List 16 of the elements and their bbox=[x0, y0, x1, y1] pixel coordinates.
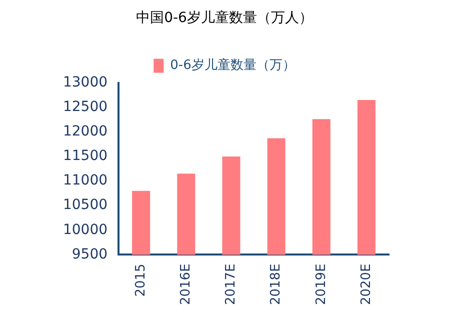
x-tick-label: 2018E bbox=[268, 264, 284, 306]
x-tick-label: 2020E bbox=[358, 264, 374, 306]
x-tick-label: 2019E bbox=[314, 264, 329, 306]
y-tick-label: 13000 bbox=[62, 74, 108, 90]
y-tick-label: 9500 bbox=[72, 246, 108, 262]
y-tick-label: 11000 bbox=[62, 172, 108, 189]
x-tick-label: 2015 bbox=[133, 264, 148, 297]
y-tick-label: 12000 bbox=[62, 124, 108, 140]
x-tick-label: 2017E bbox=[224, 264, 239, 306]
chart-title: 中国0-6岁儿童数量（万人） bbox=[136, 10, 313, 26]
legend-label: 0-6岁儿童数量（万） bbox=[170, 57, 296, 74]
y-tick-label: 11500 bbox=[62, 148, 108, 164]
x-tick-label: 2016E bbox=[178, 264, 194, 306]
y-tick-label: 12500 bbox=[62, 99, 108, 115]
y-tick-label: 10500 bbox=[62, 197, 108, 214]
y-tick-label: 10000 bbox=[62, 222, 108, 238]
